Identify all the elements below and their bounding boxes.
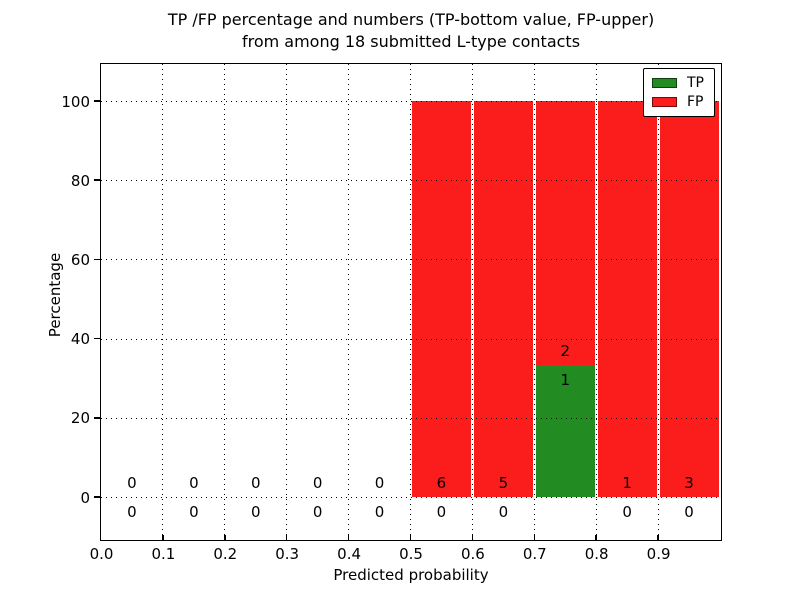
y-tick-mark bbox=[94, 337, 100, 340]
x-tick-mark bbox=[285, 535, 288, 540]
y-tick-mark bbox=[94, 496, 100, 498]
y-tick-label: 20 bbox=[70, 409, 90, 428]
y-tick-mark bbox=[94, 179, 100, 181]
tp-count-label: 1 bbox=[560, 371, 571, 389]
y-tick-mark bbox=[94, 258, 100, 261]
bar-fp bbox=[659, 101, 719, 497]
x-tick-mark bbox=[224, 535, 226, 540]
gridline-y bbox=[101, 497, 721, 498]
fp-swatch-icon bbox=[652, 97, 677, 107]
plot-area: TP FP 0 0 0 0 0 0 0 0 0 0 6 0 5 0 2 1 1 0 3 0 bbox=[94, 63, 722, 541]
gridline-x bbox=[657, 64, 659, 540]
x-tick-mark bbox=[347, 535, 350, 540]
y-tick-mark bbox=[94, 417, 100, 419]
x-tick-mark bbox=[471, 535, 474, 540]
y-tick-label: 60 bbox=[70, 250, 90, 269]
x-tick-label: 0.0 bbox=[89, 545, 114, 563]
fp-count-label: 0 bbox=[312, 474, 323, 492]
chart-title-line1: TP /FP percentage and numbers (TP-bottom… bbox=[167, 10, 655, 29]
legend: TP FP bbox=[643, 68, 715, 117]
fp-count-label: 2 bbox=[560, 342, 571, 360]
gridline-x bbox=[533, 64, 535, 540]
x-tick-label: 0.2 bbox=[213, 545, 238, 563]
fp-count-label: 3 bbox=[684, 474, 694, 492]
bar-fp bbox=[597, 101, 657, 497]
x-tick-label: 0.3 bbox=[275, 545, 300, 563]
x-tick-mark bbox=[409, 535, 412, 540]
tp-count-label: 0 bbox=[127, 503, 137, 521]
legend-label-fp: FP bbox=[687, 94, 704, 110]
fp-count-label: 1 bbox=[622, 474, 632, 492]
fp-count-label: 6 bbox=[436, 474, 447, 492]
bar-fp bbox=[473, 101, 533, 497]
tp-count-label: 0 bbox=[684, 503, 694, 521]
tp-count-label: 0 bbox=[436, 503, 447, 521]
gridline-y bbox=[101, 101, 721, 102]
chart-title-line2: from among 18 submitted L-type contacts bbox=[241, 32, 581, 51]
x-tick-label: 0.4 bbox=[337, 545, 362, 563]
x-tick-label: 0.1 bbox=[151, 545, 176, 563]
fp-count-label: 0 bbox=[127, 474, 137, 492]
x-tick-label: 0.9 bbox=[646, 545, 671, 563]
tp-count-label: 0 bbox=[498, 503, 509, 521]
gridline-y bbox=[101, 259, 721, 261]
x-tick-label: 0.7 bbox=[522, 545, 547, 563]
x-axis-label: Predicted probability bbox=[333, 566, 489, 584]
y-tick-label: 80 bbox=[70, 171, 90, 190]
x-tick-label: 0.8 bbox=[584, 545, 609, 563]
fp-count-label: 0 bbox=[374, 474, 385, 492]
bar-tp bbox=[535, 365, 595, 497]
gridline-x bbox=[595, 64, 597, 540]
bar-fp bbox=[411, 101, 471, 497]
x-tick-label: 0.5 bbox=[399, 545, 423, 563]
y-tick-label: 100 bbox=[61, 92, 90, 111]
x-tick-label: 0.6 bbox=[460, 545, 485, 563]
gridline-y bbox=[101, 338, 721, 340]
gridline-x bbox=[410, 64, 411, 540]
x-tick-mark bbox=[595, 535, 597, 540]
gridline-x bbox=[471, 64, 473, 540]
y-tick-mark bbox=[94, 100, 100, 102]
tp-count-label: 0 bbox=[312, 503, 323, 521]
gridline-x bbox=[162, 64, 164, 540]
legend-entry-tp: TP bbox=[652, 76, 706, 90]
x-tick-mark bbox=[162, 535, 164, 540]
y-tick-label: 40 bbox=[70, 330, 90, 349]
x-tick-mark bbox=[657, 535, 659, 540]
gridline-x bbox=[348, 64, 350, 540]
tp-count-label: 0 bbox=[189, 503, 199, 521]
fp-count-label: 0 bbox=[189, 474, 199, 492]
tp-swatch-icon bbox=[652, 78, 677, 88]
gridline-x bbox=[224, 64, 226, 540]
fp-count-label: 5 bbox=[498, 474, 509, 492]
tp-count-label: 0 bbox=[374, 503, 385, 521]
tp-count-label: 0 bbox=[250, 503, 261, 521]
legend-label-tp: TP bbox=[687, 75, 704, 91]
bar-fp bbox=[535, 101, 595, 365]
y-tick-label: 0 bbox=[80, 488, 90, 507]
legend-entry-fp: FP bbox=[652, 95, 706, 109]
gridline-y bbox=[101, 180, 721, 182]
gridline-x bbox=[286, 64, 288, 540]
fp-count-label: 0 bbox=[250, 474, 261, 492]
gridline-y bbox=[101, 417, 721, 419]
x-tick-mark bbox=[533, 535, 536, 540]
tp-count-label: 0 bbox=[622, 503, 632, 521]
